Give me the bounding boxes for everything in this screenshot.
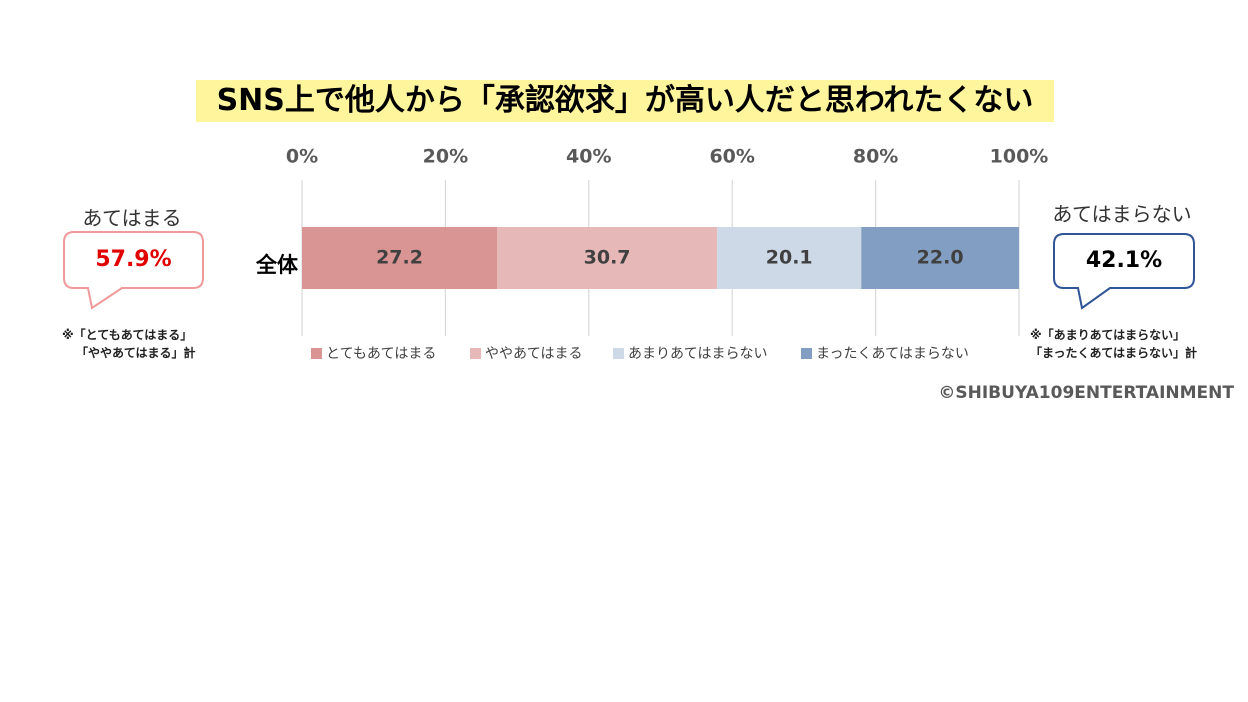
bar-segment-1 <box>497 227 718 289</box>
legend: とてもあてはまる ややあてはまる あまりあてはまらない まったくあてはまらない <box>311 346 969 362</box>
legend-swatch-3 <box>801 348 812 359</box>
category-labels: 全体 <box>255 253 299 277</box>
left-callout-bubble <box>63 231 204 310</box>
bar-segment-0 <box>302 227 498 289</box>
legend-label-3: まったくあてはまらない <box>816 346 969 362</box>
legend-label-0: とてもあてはまる <box>326 346 436 362</box>
right-callout-bubble <box>1053 233 1195 310</box>
callout-shapes: 57.9% 42.1% <box>63 231 1195 310</box>
bar-segment-3 <box>861 227 1019 289</box>
x-tick-label-1: 20% <box>423 146 468 168</box>
x-tick-labels: 0% 20% 40% 60% 80% 100% <box>286 146 1048 168</box>
left-callout-note-2: 「ややあてはまる」計 <box>76 346 196 360</box>
left-callout-value: 57.9% <box>95 247 171 272</box>
legend-swatch-2 <box>613 348 624 359</box>
category-label-0: 全体 <box>255 253 299 277</box>
left-callout-note-1: ※「とてもあてはまる」 <box>62 328 193 342</box>
right-callout-note-1: ※「あまりあてはまらない」 <box>1030 328 1186 342</box>
right-callout-label: あてはまらない <box>1052 202 1192 226</box>
x-tick-label-5: 100% <box>990 146 1049 168</box>
bar-segments <box>302 227 1019 289</box>
right-callout-value: 42.1% <box>1086 248 1162 273</box>
copyright-text: ©SHIBUYA109ENTERTAINMENT <box>938 383 1234 403</box>
left-callout-label: あてはまる <box>82 206 182 230</box>
x-tick-label-2: 40% <box>566 146 611 168</box>
legend-swatch-0 <box>311 348 322 359</box>
right-callout-note-2: 「まったくあてはまらない」計 <box>1030 346 1198 360</box>
x-tick-label-3: 60% <box>709 146 754 168</box>
legend-label-1: ややあてはまる <box>485 346 582 362</box>
chart-title: SNS上で他人から「承認欲求」が高い人だと思われたくない <box>196 80 1054 122</box>
legend-swatch-1 <box>470 348 481 359</box>
bar-data-label-3: 22.0 <box>917 247 964 269</box>
bar-data-label-0: 27.2 <box>376 247 423 269</box>
x-tick-label-4: 80% <box>853 146 898 168</box>
bar-data-labels: 27.2 30.7 20.1 22.0 <box>376 247 964 269</box>
bar-data-label-2: 20.1 <box>766 247 813 269</box>
x-tick-label-0: 0% <box>286 146 318 168</box>
bar-segment-2 <box>717 227 862 289</box>
bar-data-label-1: 30.7 <box>584 247 631 269</box>
legend-label-2: あまりあてはまらない <box>628 346 767 362</box>
